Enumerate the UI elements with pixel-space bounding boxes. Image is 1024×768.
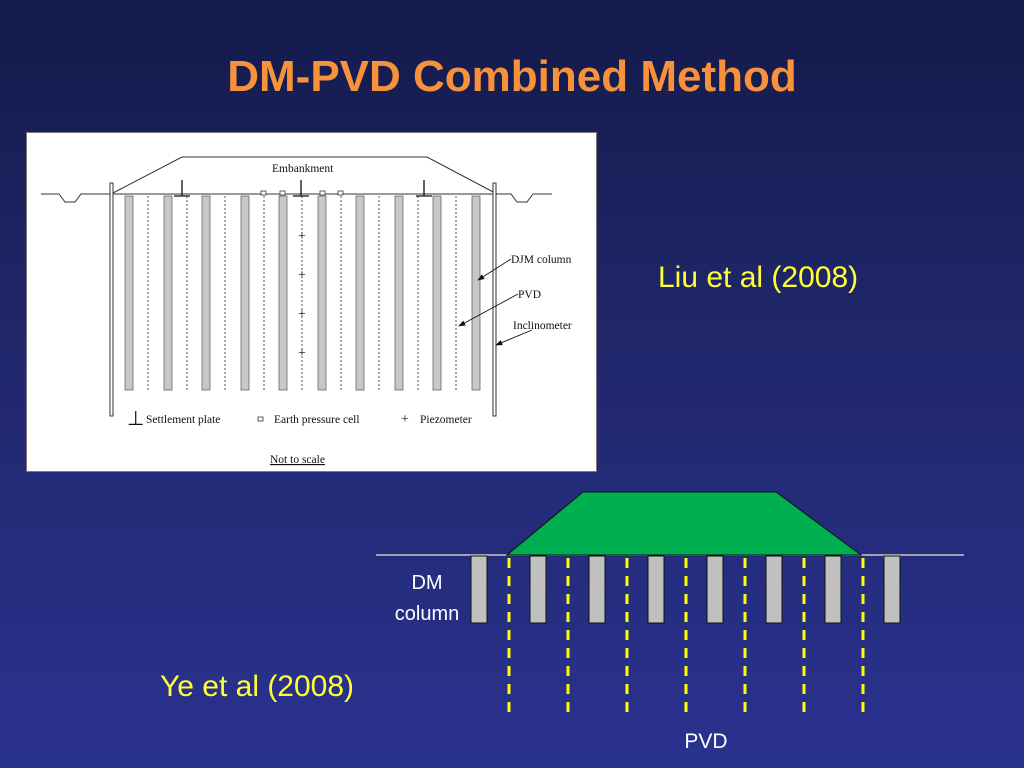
pvd-arrow — [458, 293, 519, 327]
liu-schematic-figure: + + + + Embankment DJM column PVD Inclin… — [26, 132, 597, 472]
piezometer-symbol: + — [298, 268, 306, 283]
djm-column — [432, 195, 442, 391]
inclinometer-label: Inclinometer — [513, 320, 572, 332]
piezometer-symbol: + — [298, 229, 306, 244]
dm-columns — [470, 555, 901, 624]
djm-column — [355, 195, 365, 391]
dm-column — [588, 555, 606, 624]
pvd-label-lower: PVD — [684, 730, 727, 753]
legend-settlement-label: Settlement plate — [146, 414, 220, 426]
piezometers: + + + + — [298, 229, 306, 361]
settlement-plate-symbol — [174, 180, 190, 197]
earth-pressure-cell-symbol — [260, 190, 267, 196]
djm-column-label: DJM column — [511, 254, 572, 266]
inclinometer-tube-left — [109, 182, 114, 417]
djm-column — [278, 195, 288, 391]
callout-arrows — [458, 258, 533, 346]
dm-column — [647, 555, 665, 624]
settlement-plate-symbol — [416, 180, 432, 197]
dm-column — [883, 555, 901, 624]
ye-schematic-svg: DM column PVD — [376, 491, 964, 753]
dm-column — [824, 555, 842, 624]
legend-piezometer-label: Piezometer — [420, 414, 472, 426]
ye-reference: Ye et al (2008) — [160, 670, 355, 703]
inclinometer-arrow — [495, 329, 533, 346]
dm-column — [470, 555, 488, 624]
legend-settlement-symbol: ⊥ — [127, 408, 144, 430]
liu-reference: Liu et al (2008) — [658, 261, 859, 294]
embankment-label: Embankment — [272, 163, 334, 175]
djm-column — [394, 195, 404, 391]
legend-piezometer-symbol: + — [401, 412, 409, 427]
earth-pressure-cell-symbol — [279, 190, 286, 196]
ground-line-right — [497, 193, 552, 203]
dm-column — [529, 555, 547, 624]
earth-pressure-cell-symbol — [337, 190, 344, 196]
legend-earth-pressure-label: Earth pressure cell — [274, 414, 360, 426]
djm-column — [124, 195, 134, 391]
djm-column — [240, 195, 250, 391]
green-embankment — [505, 491, 863, 556]
dm-column-label-line2: column — [395, 603, 459, 625]
ground-line-left — [41, 193, 111, 203]
djm-columns — [124, 195, 481, 391]
pvd-lines — [147, 196, 457, 390]
not-to-scale-note: Not to scale — [270, 454, 325, 466]
dm-column-label-line1: DM — [411, 572, 442, 594]
piezometer-symbol: + — [298, 346, 306, 361]
settlement-plates — [174, 180, 432, 197]
djm-column — [201, 195, 211, 391]
earth-pressure-cell-symbol — [319, 190, 326, 196]
dm-column — [706, 555, 724, 624]
inclinometer-tube-right — [492, 182, 497, 417]
dm-column — [765, 555, 783, 624]
djm-column-arrow — [477, 258, 512, 281]
piezometer-symbol: + — [298, 307, 306, 322]
earth-pressure-cells — [260, 190, 344, 196]
liu-schematic-svg: + + + + Embankment DJM column PVD Inclin… — [41, 156, 572, 466]
legend: ⊥ Settlement plate Earth pressure cell +… — [127, 408, 472, 430]
pvd-dashed-lines — [507, 558, 865, 712]
djm-column — [163, 195, 173, 391]
legend-earth-pressure-symbol — [257, 416, 264, 422]
pvd-label: PVD — [518, 289, 541, 301]
embankment-outline — [110, 156, 498, 195]
djm-column — [317, 195, 327, 391]
djm-column — [471, 195, 481, 391]
slide-title: DM-PVD Combined Method — [227, 52, 797, 101]
settlement-plate-symbol — [293, 180, 309, 197]
